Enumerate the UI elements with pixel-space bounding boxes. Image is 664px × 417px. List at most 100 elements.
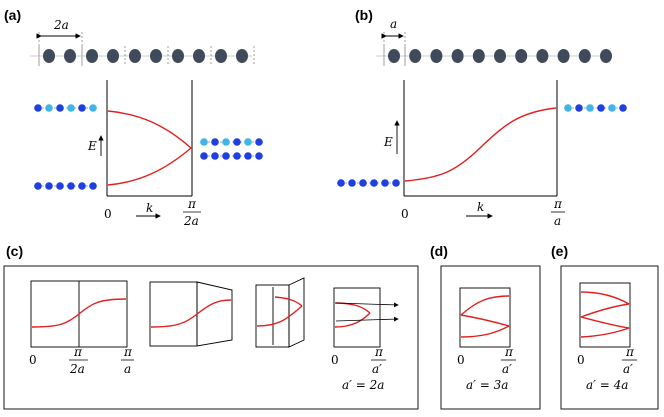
mode-chain-atom bbox=[211, 152, 219, 160]
mode-chain-upper-a bbox=[34, 104, 97, 112]
mode-chain-atom bbox=[89, 104, 97, 112]
mode-chain-atom bbox=[597, 104, 605, 112]
e-band-2 bbox=[580, 303, 630, 318]
mode-chain-high-b bbox=[564, 104, 627, 112]
chain-b-atom bbox=[430, 49, 443, 63]
c4-band-lower bbox=[334, 312, 371, 328]
energy-label-b: E bbox=[383, 135, 393, 149]
chain-b-atom bbox=[536, 49, 549, 63]
mode-chain-atom bbox=[222, 138, 230, 146]
mode-chain-atom bbox=[586, 104, 594, 112]
edge-num-a: π bbox=[187, 197, 197, 211]
chain-a-atom bbox=[86, 49, 98, 63]
d-box bbox=[459, 287, 511, 348]
c1-mid-num: π bbox=[73, 345, 83, 359]
chain-a-atom bbox=[215, 49, 227, 63]
chain-a-atom bbox=[107, 49, 119, 63]
panel-a: (a) 2a E k 0 π 2a bbox=[4, 7, 263, 228]
mode-chain-atom bbox=[370, 179, 378, 187]
c4-relation: a′ = 2a bbox=[342, 378, 384, 392]
e-origin: 0 bbox=[577, 353, 585, 367]
d-edge-den: a′ bbox=[502, 362, 512, 376]
c4-band-upper bbox=[334, 302, 371, 314]
chain-a-atom bbox=[172, 49, 184, 63]
c2-box bbox=[149, 281, 198, 347]
panel-a-label: (a) bbox=[4, 7, 21, 23]
energy-label-a: E bbox=[87, 139, 97, 153]
panel-d-label: (d) bbox=[430, 243, 448, 259]
chain-a-atom bbox=[236, 49, 248, 63]
panel-b-label: (b) bbox=[355, 7, 373, 23]
edge-den-b: a bbox=[554, 214, 561, 228]
atom-chain-a bbox=[38, 46, 255, 66]
mode-chain-atom bbox=[244, 152, 252, 160]
c1-edge-den: a bbox=[124, 362, 131, 376]
c3-band-upper bbox=[274, 296, 303, 307]
e-edge-num: π bbox=[625, 345, 635, 359]
origin-b: 0 bbox=[401, 207, 409, 221]
chain-b-atom bbox=[472, 49, 485, 63]
chain-b-atom bbox=[515, 49, 528, 63]
e-band-3 bbox=[580, 316, 630, 329]
spacing-label-a: 2a bbox=[53, 18, 69, 32]
mode-chain-lower-a bbox=[34, 182, 97, 190]
c3-fold-flap bbox=[288, 277, 305, 348]
atom-chain-b bbox=[383, 46, 612, 66]
chain-a-atom bbox=[129, 49, 141, 63]
panel-d: (d) 0 π a′ a′ = 3a bbox=[430, 243, 541, 410]
d-band-2 bbox=[460, 314, 510, 327]
mode-chain-atom bbox=[348, 179, 356, 187]
c1-mid-den: 2a bbox=[69, 362, 85, 376]
e-band-1 bbox=[580, 291, 630, 305]
c2-band bbox=[150, 299, 232, 328]
chain-a-atom bbox=[43, 49, 55, 63]
panel-d-frame bbox=[440, 265, 541, 410]
c4-edge-den: a′ bbox=[372, 362, 382, 376]
panel-e-frame bbox=[560, 265, 659, 410]
chain-b-atom bbox=[578, 49, 591, 63]
chain-a-atom bbox=[150, 49, 162, 63]
mode-chain-atom bbox=[78, 182, 86, 190]
mode-chain-atom bbox=[392, 179, 400, 187]
mode-chain-atom bbox=[255, 152, 263, 160]
d-relation: a′ = 3a bbox=[466, 378, 508, 392]
mode-chain-atom bbox=[45, 104, 53, 112]
c2-fold-flap bbox=[196, 281, 233, 347]
chain-b-atom bbox=[600, 49, 612, 63]
mode-chain-atom bbox=[564, 104, 572, 112]
mode-chain-atom bbox=[244, 138, 252, 146]
chain-b-atom bbox=[494, 49, 506, 63]
c4-arrow-lower bbox=[335, 316, 399, 322]
e-relation: a′ = 4a bbox=[586, 378, 628, 392]
edge-den-a: 2a bbox=[183, 214, 199, 228]
band-b bbox=[404, 107, 557, 182]
mode-chain-atom bbox=[619, 104, 627, 112]
k-label-a: k bbox=[146, 201, 153, 215]
panel-c: (c) 0 π 2a π a 0 π a′ a′ = 2a bbox=[3, 243, 419, 410]
d-origin: 0 bbox=[457, 353, 465, 367]
upper-band-a bbox=[107, 110, 192, 149]
chain-b-atom bbox=[451, 49, 464, 63]
mode-chain-edge-bottom-a bbox=[200, 152, 263, 160]
d-band-1 bbox=[460, 295, 510, 316]
panel-e: (e) 0 π a′ a′ = 4a bbox=[551, 243, 659, 410]
c4-arrow-upper bbox=[335, 302, 399, 308]
mode-chain-edge-top-a bbox=[200, 138, 263, 146]
c4-origin: 0 bbox=[331, 353, 339, 367]
panel-c-label: (c) bbox=[6, 243, 23, 259]
mode-chain-atom bbox=[56, 104, 64, 112]
c1-origin: 0 bbox=[29, 353, 37, 367]
mode-chain-atom bbox=[56, 182, 64, 190]
mode-chain-atom bbox=[45, 182, 53, 190]
mode-chain-atom bbox=[575, 104, 583, 112]
mode-chain-atom bbox=[200, 152, 208, 160]
mode-chain-atom bbox=[255, 138, 263, 146]
d-band-3 bbox=[460, 325, 510, 338]
mode-chain-atom bbox=[381, 179, 389, 187]
c4-box bbox=[333, 287, 381, 348]
lower-band-a bbox=[107, 147, 192, 186]
mode-chain-atom bbox=[233, 152, 241, 160]
c3-band-lower bbox=[256, 305, 303, 327]
spacing-label-b: a bbox=[390, 17, 397, 31]
panel-b: (b) a E k 0 π a bbox=[337, 7, 627, 228]
